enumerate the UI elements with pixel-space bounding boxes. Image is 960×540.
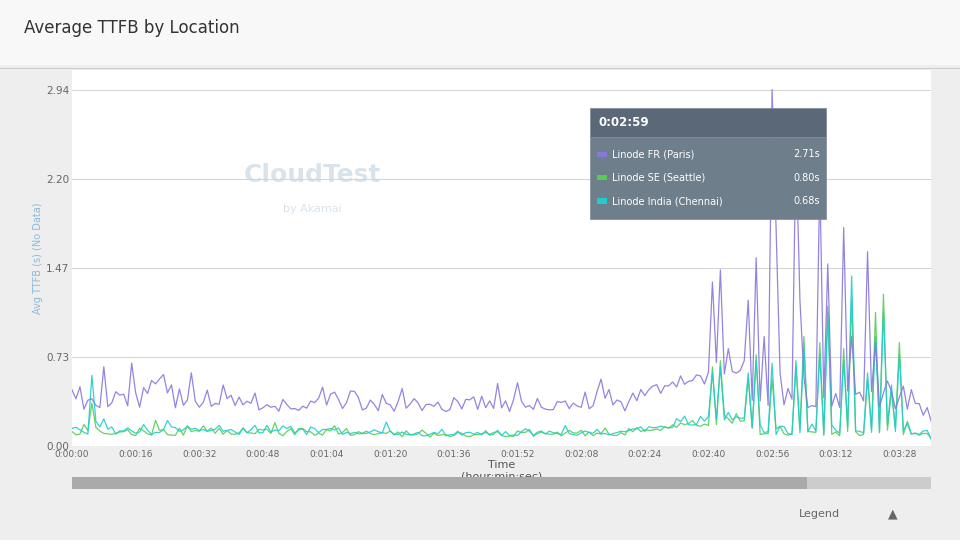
Text: Legend: Legend	[799, 509, 840, 519]
Text: Average TTFB by Location: Average TTFB by Location	[24, 19, 240, 37]
Text: Linode FR (Paris): Linode FR (Paris)	[612, 150, 694, 159]
Text: Linode India (Chennai): Linode India (Chennai)	[612, 196, 722, 206]
Text: Linode SE (Seattle): Linode SE (Seattle)	[612, 173, 705, 183]
Text: 2.71s: 2.71s	[793, 150, 820, 159]
Text: 0.80s: 0.80s	[793, 173, 820, 183]
Text: by Akamai: by Akamai	[283, 204, 342, 214]
Text: CloudTest: CloudTest	[244, 163, 381, 187]
Text: ▲: ▲	[888, 508, 898, 521]
Text: 0:02:59: 0:02:59	[598, 116, 649, 129]
X-axis label: Time
(hour:min:sec): Time (hour:min:sec)	[461, 460, 542, 482]
Text: 0.68s: 0.68s	[793, 196, 820, 206]
Y-axis label: Avg TTFB (s) (No Data): Avg TTFB (s) (No Data)	[34, 202, 43, 314]
